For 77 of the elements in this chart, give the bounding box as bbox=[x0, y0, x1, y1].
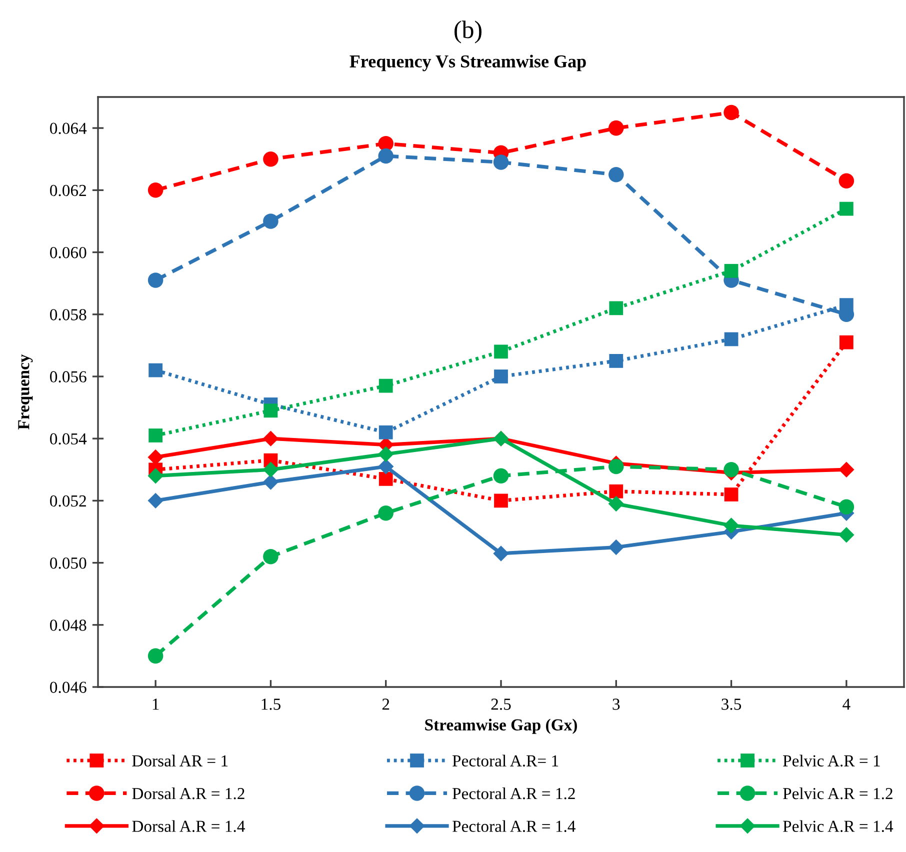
y-tick-label: 0.058 bbox=[50, 309, 86, 320]
x-tick-label: 3 bbox=[612, 698, 620, 710]
point bbox=[838, 499, 854, 515]
point bbox=[263, 548, 278, 564]
point bbox=[724, 488, 738, 502]
point bbox=[608, 496, 624, 512]
point bbox=[608, 166, 624, 182]
point bbox=[724, 104, 739, 120]
point bbox=[493, 468, 509, 484]
point bbox=[148, 363, 163, 378]
legend-label: Pectoral A.R = 1.2 bbox=[452, 787, 575, 800]
legend-label: Pectoral A.R = 1.4 bbox=[452, 820, 576, 832]
point bbox=[839, 202, 854, 216]
point bbox=[493, 154, 509, 170]
point bbox=[378, 505, 394, 521]
legend-label: Dorsal A.R = 1.2 bbox=[132, 787, 244, 800]
point bbox=[378, 472, 393, 486]
legend-label: Pectoral A.R= 1 bbox=[452, 754, 558, 767]
point bbox=[378, 425, 393, 440]
x-tick-label: 1.5 bbox=[262, 698, 280, 710]
point bbox=[724, 264, 738, 278]
legend-label: Dorsal A.R = 1.4 bbox=[132, 820, 245, 832]
y-axis-title: Frequency bbox=[18, 354, 33, 430]
point bbox=[263, 151, 278, 167]
point bbox=[263, 214, 278, 229]
y-tick-label: 0.046 bbox=[50, 682, 86, 694]
legend-label: Pelvic A.R = 1.2 bbox=[783, 787, 892, 800]
x-tick-label: 4 bbox=[842, 698, 850, 710]
point bbox=[609, 301, 624, 316]
point bbox=[264, 404, 278, 418]
point bbox=[723, 518, 740, 534]
point bbox=[724, 462, 739, 478]
point bbox=[148, 648, 164, 664]
x-axis-title: Streamwise Gap (Gx) bbox=[425, 718, 577, 734]
point bbox=[609, 484, 624, 498]
point bbox=[262, 474, 279, 490]
y-tick-label: 0.050 bbox=[50, 557, 86, 569]
point bbox=[608, 458, 624, 474]
point bbox=[262, 462, 279, 478]
chart-subtitle: Frequency Vs Streamwise Gap bbox=[350, 54, 586, 72]
y-tick-label: 0.056 bbox=[50, 371, 86, 382]
point bbox=[148, 428, 163, 442]
x-tick-label: 3.5 bbox=[722, 698, 742, 710]
point bbox=[608, 539, 624, 556]
point bbox=[839, 335, 854, 350]
point bbox=[609, 354, 624, 368]
point bbox=[148, 182, 164, 198]
y-tick-label: 0.052 bbox=[50, 495, 86, 507]
point bbox=[262, 430, 279, 446]
point bbox=[838, 173, 854, 188]
point bbox=[378, 148, 394, 164]
y-tick-label: 0.060 bbox=[50, 246, 86, 258]
point bbox=[608, 120, 624, 136]
chart-title: (b) bbox=[454, 20, 482, 44]
point bbox=[378, 378, 393, 393]
legend-label: Pelvic A.R = 1 bbox=[783, 754, 880, 767]
legend-label: Pelvic A.R = 1.4 bbox=[783, 820, 894, 832]
point bbox=[148, 272, 164, 288]
y-tick-label: 0.048 bbox=[50, 620, 86, 631]
point bbox=[724, 332, 738, 346]
point bbox=[494, 494, 508, 508]
point bbox=[378, 458, 394, 474]
x-tick-label: 1 bbox=[152, 698, 159, 710]
legend-label: Dorsal AR = 1 bbox=[132, 754, 228, 766]
y-tick-label: 0.062 bbox=[50, 184, 86, 196]
point bbox=[494, 344, 508, 359]
point bbox=[493, 546, 509, 562]
point bbox=[838, 462, 854, 478]
x-tick-label: 2 bbox=[382, 698, 390, 710]
y-tick-label: 0.054 bbox=[50, 433, 87, 445]
x-tick-label: 2.5 bbox=[491, 698, 511, 710]
point bbox=[838, 526, 854, 543]
y-tick-label: 0.064 bbox=[50, 122, 87, 134]
point bbox=[378, 446, 394, 462]
point bbox=[148, 492, 164, 509]
point bbox=[148, 468, 164, 484]
point bbox=[494, 370, 508, 384]
